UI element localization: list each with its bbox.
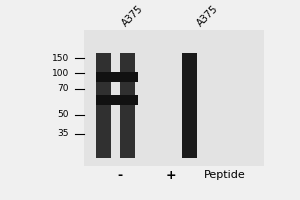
- Bar: [182, 53, 196, 158]
- Text: -: -: [117, 169, 123, 182]
- Bar: [96, 53, 111, 158]
- Text: 100: 100: [52, 69, 69, 78]
- Bar: [96, 95, 138, 105]
- Text: A375: A375: [120, 3, 145, 28]
- Bar: [84, 30, 264, 166]
- Bar: [120, 53, 135, 158]
- Text: 35: 35: [58, 129, 69, 138]
- Text: A375: A375: [195, 3, 220, 28]
- Text: 150: 150: [52, 54, 69, 63]
- Bar: [96, 72, 138, 82]
- Text: 70: 70: [58, 84, 69, 93]
- Text: 50: 50: [58, 110, 69, 119]
- Text: +: +: [166, 169, 176, 182]
- Text: Peptide: Peptide: [204, 170, 246, 180]
